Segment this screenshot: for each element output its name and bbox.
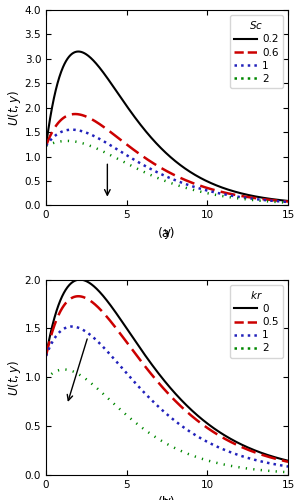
Legend: 0.2, 0.6, 1, 2: 0.2, 0.6, 1, 2 bbox=[230, 15, 283, 88]
Text: (a): (a) bbox=[158, 226, 176, 239]
X-axis label: y: y bbox=[164, 226, 170, 239]
Y-axis label: $U(\it{t},y)$: $U(\it{t},y)$ bbox=[6, 90, 23, 126]
Y-axis label: $U(\it{t},y)$: $U(\it{t},y)$ bbox=[6, 359, 23, 396]
Text: (b): (b) bbox=[158, 496, 176, 500]
Legend: 0, 0.5, 1, 2: 0, 0.5, 1, 2 bbox=[230, 285, 283, 358]
X-axis label: y: y bbox=[164, 496, 170, 500]
